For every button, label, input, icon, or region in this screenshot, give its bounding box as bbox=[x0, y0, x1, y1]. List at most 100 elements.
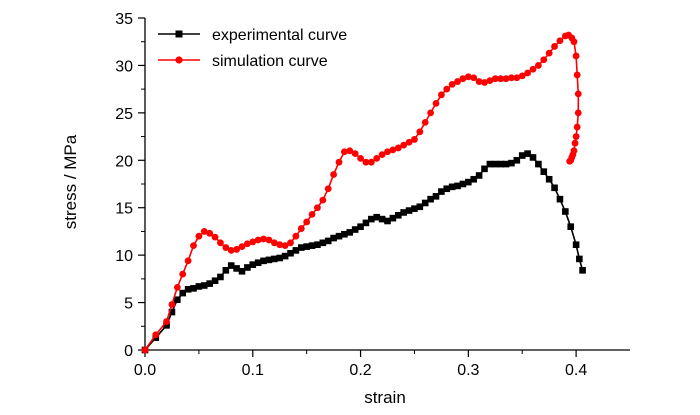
y-tick-label: 15 bbox=[115, 201, 133, 218]
simulation-data-point bbox=[389, 146, 397, 154]
experimental-data-point bbox=[260, 257, 267, 265]
simulation-data-point bbox=[335, 158, 343, 166]
simulation-data-point bbox=[367, 158, 375, 166]
experimental-data-point bbox=[308, 242, 316, 249]
experimental-data-point bbox=[432, 193, 440, 200]
simulation-data-point bbox=[227, 247, 235, 254]
x-tick-label: 0.4 bbox=[565, 362, 587, 379]
simulation-data-point bbox=[524, 69, 532, 77]
simulation-legend-label: simulation curve bbox=[212, 53, 328, 70]
simulation-data-point bbox=[571, 139, 579, 147]
experimental-data-point bbox=[535, 160, 542, 168]
experimental-data-point bbox=[497, 160, 504, 168]
simulation-data-point bbox=[529, 65, 537, 73]
experimental-data-point bbox=[206, 280, 213, 287]
simulation-data-point bbox=[152, 331, 160, 339]
experimental-data-point bbox=[556, 195, 564, 203]
experimental-data-point bbox=[200, 282, 208, 289]
simulation-data-point bbox=[475, 78, 483, 85]
simulation-data-point bbox=[357, 154, 364, 162]
experimental-data-point bbox=[518, 152, 526, 159]
simulation-data-point bbox=[573, 123, 581, 131]
experimental-data-point bbox=[265, 256, 273, 264]
simulation-data-point bbox=[340, 148, 348, 156]
x-tick-label: 0.0 bbox=[134, 362, 156, 379]
simulation-data-point bbox=[211, 233, 219, 241]
simulation-data-point bbox=[464, 73, 472, 81]
experimental-data-point bbox=[540, 168, 548, 175]
experimental-data-point bbox=[443, 185, 451, 193]
simulation-data-point bbox=[574, 90, 582, 98]
simulation-data-point bbox=[432, 99, 440, 107]
experimental-data-point bbox=[373, 213, 381, 221]
simulation-data-point bbox=[384, 148, 391, 156]
experimental-data-point bbox=[405, 207, 413, 214]
simulation-data-point bbox=[324, 185, 332, 193]
simulation-data-point bbox=[481, 79, 488, 86]
experimental-data-point bbox=[249, 261, 257, 268]
simulation-data-point bbox=[200, 228, 208, 235]
experimental-legend-marker bbox=[175, 30, 183, 38]
experimental-data-point bbox=[427, 195, 434, 203]
simulation-data-point bbox=[540, 56, 548, 64]
experimental-data-point bbox=[416, 203, 424, 211]
experimental-data-point bbox=[227, 262, 235, 269]
simulation-data-point bbox=[168, 301, 176, 308]
simulation-data-point bbox=[421, 118, 429, 126]
experimental-data-point bbox=[421, 199, 429, 207]
x-tick-label: 0.3 bbox=[457, 362, 479, 379]
experimental-data-point bbox=[567, 223, 575, 230]
simulation-data-point bbox=[287, 239, 294, 247]
simulation-data-point bbox=[518, 72, 526, 80]
simulation-data-point bbox=[254, 236, 262, 244]
experimental-data-point bbox=[438, 188, 445, 195]
experimental-data-point bbox=[576, 255, 583, 263]
y-tick-label: 25 bbox=[115, 106, 133, 123]
simulation-data-point bbox=[270, 239, 278, 247]
experimental-data-point bbox=[470, 175, 478, 183]
experimental-data-point bbox=[368, 215, 375, 223]
simulation-data-point bbox=[330, 171, 338, 178]
experimental-data-point bbox=[244, 264, 251, 271]
y-tick-label: 20 bbox=[115, 153, 133, 170]
experimental-data-point bbox=[378, 215, 386, 223]
simulation-data-point bbox=[206, 229, 214, 237]
simulation-data-point bbox=[459, 75, 467, 83]
experimental-data-point bbox=[195, 283, 203, 290]
x-tick-label: 0.2 bbox=[349, 362, 371, 379]
y-tick-label: 5 bbox=[124, 296, 133, 313]
experimental-data-point bbox=[233, 265, 240, 272]
simulation-data-point bbox=[573, 71, 581, 79]
simulation-data-point bbox=[491, 75, 499, 83]
simulation-data-point bbox=[572, 52, 580, 60]
simulation-data-point bbox=[190, 242, 197, 250]
experimental-data-point bbox=[303, 243, 310, 250]
simulation-legend-marker bbox=[175, 56, 183, 64]
experimental-data-point bbox=[324, 237, 332, 245]
experimental-legend-label: experimental curve bbox=[212, 27, 347, 44]
x-tick-label: 0.1 bbox=[242, 362, 264, 379]
experimental-data-point bbox=[481, 165, 488, 173]
experimental-data-point bbox=[168, 308, 176, 316]
experimental-data-point bbox=[346, 229, 354, 236]
legend: experimental curve simulation curve bbox=[158, 27, 347, 70]
experimental-data-point bbox=[562, 208, 569, 215]
simulation-data-point bbox=[448, 81, 456, 88]
experimental-data-point bbox=[454, 182, 461, 190]
simulation-data-point bbox=[141, 346, 149, 354]
simulation-data-point bbox=[260, 235, 267, 243]
simulation-data-point bbox=[405, 138, 413, 146]
experimental-data-point bbox=[217, 273, 224, 281]
simulation-data-point bbox=[222, 244, 230, 251]
experimental-data-point bbox=[287, 249, 294, 257]
simulation-data-point bbox=[574, 109, 582, 117]
experimental-data-point bbox=[271, 255, 278, 263]
simulation-data-point bbox=[556, 37, 564, 45]
simulation-data-point bbox=[378, 151, 386, 158]
simulation-data-point bbox=[454, 78, 461, 85]
simulation-data-point bbox=[265, 236, 273, 244]
experimental-data-point bbox=[572, 241, 580, 249]
simulation-data-point bbox=[437, 91, 445, 99]
simulation-data-point bbox=[513, 74, 521, 82]
